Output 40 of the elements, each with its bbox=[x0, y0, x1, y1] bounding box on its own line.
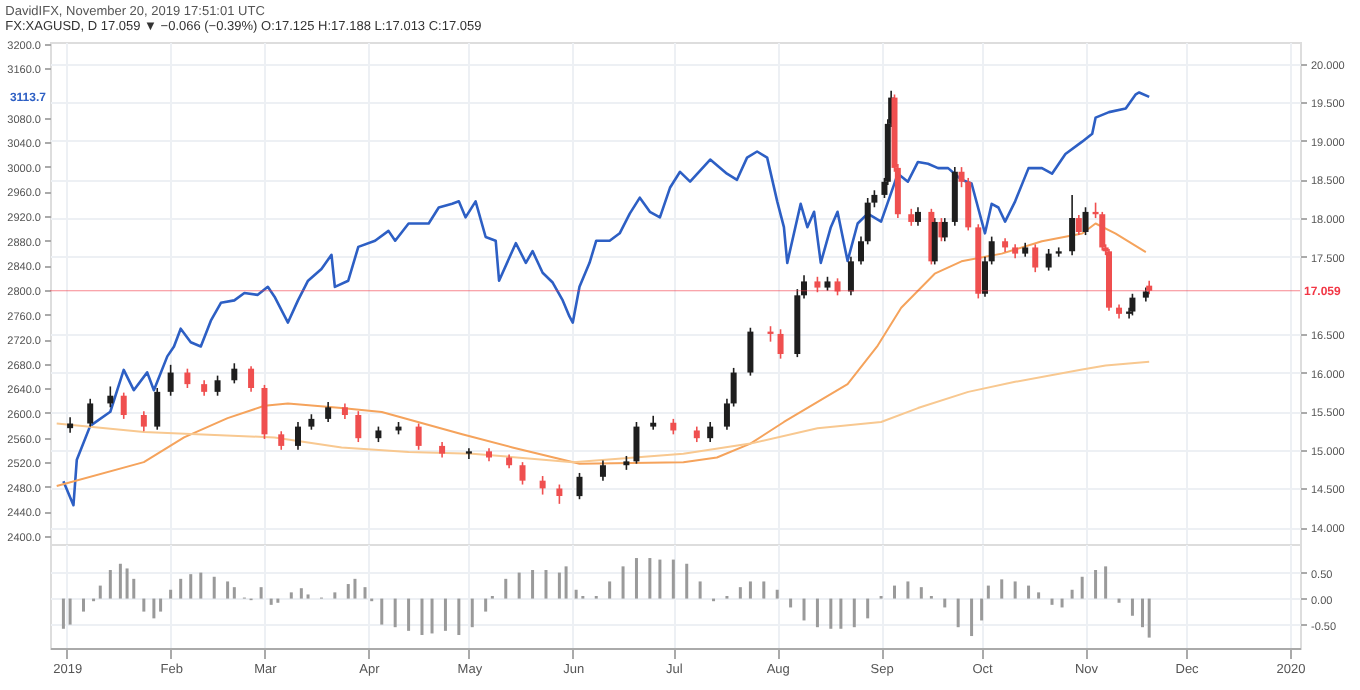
candlestick bbox=[248, 365, 255, 393]
candlestick bbox=[931, 217, 938, 266]
candlestick bbox=[777, 328, 784, 360]
candlestick bbox=[599, 459, 606, 482]
candlestick bbox=[355, 410, 362, 443]
candlestick bbox=[1129, 292, 1136, 317]
candlestick bbox=[1075, 214, 1082, 236]
candlestick bbox=[539, 475, 546, 496]
candlestick bbox=[167, 364, 174, 397]
candlestick bbox=[1069, 194, 1076, 256]
candlestick bbox=[325, 401, 332, 423]
candlestick bbox=[650, 415, 657, 431]
candlestick bbox=[465, 447, 472, 460]
candlestick bbox=[707, 421, 714, 443]
candlestick bbox=[519, 461, 526, 486]
line-series bbox=[55, 360, 1151, 464]
candlestick bbox=[1032, 243, 1039, 273]
candlestick bbox=[107, 385, 114, 409]
candlestick bbox=[278, 430, 285, 451]
candlestick bbox=[261, 384, 268, 440]
candlestick bbox=[120, 391, 127, 420]
candlestick bbox=[747, 326, 754, 377]
candlestick bbox=[1099, 211, 1106, 252]
candlestick bbox=[154, 387, 161, 431]
candlestick bbox=[294, 421, 301, 451]
line-series bbox=[62, 91, 1151, 507]
candlestick bbox=[415, 422, 422, 451]
candlestick bbox=[633, 421, 640, 465]
candlestick bbox=[87, 398, 94, 428]
candlestick bbox=[184, 367, 191, 389]
candlestick bbox=[847, 255, 854, 297]
candlestick bbox=[1055, 246, 1062, 258]
candlestick bbox=[576, 472, 583, 501]
candlestick bbox=[914, 206, 921, 227]
candlestick bbox=[556, 483, 563, 505]
candlestick bbox=[1045, 248, 1052, 272]
candlestick bbox=[214, 374, 221, 397]
candlestick bbox=[140, 410, 147, 433]
candlestick bbox=[231, 362, 238, 385]
candlestick bbox=[1082, 206, 1089, 236]
